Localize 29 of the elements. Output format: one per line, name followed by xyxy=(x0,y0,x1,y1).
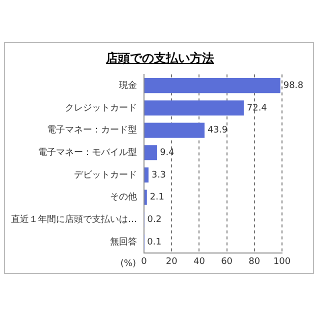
x-tick-label: 20 xyxy=(166,256,178,267)
bar xyxy=(144,145,157,160)
x-tick-label: 100 xyxy=(273,256,291,267)
y-tick-label: 直近１年間に店頭で支払いは… xyxy=(11,214,137,226)
y-tick-label: 電子マネー：カード型 xyxy=(47,124,137,136)
data-label: 43.9 xyxy=(208,126,228,136)
data-label: 9.4 xyxy=(160,148,175,158)
bar xyxy=(144,167,149,183)
data-label: 72.4 xyxy=(246,103,268,114)
y-tick-label: 現金 xyxy=(119,80,137,91)
chart-title: 店頭での支払い方法 xyxy=(105,50,215,67)
bar xyxy=(144,78,280,94)
y-tick-label: 無回答 xyxy=(110,236,137,248)
y-tick-label: クレジットカード xyxy=(65,103,137,114)
data-label: 0.1 xyxy=(147,237,162,248)
x-tick-label: 0 xyxy=(141,256,148,267)
x-axis-title: (%) xyxy=(120,259,136,270)
data-label: 98.8 xyxy=(283,80,304,91)
bar xyxy=(144,100,244,116)
bar xyxy=(144,122,205,138)
data-label: 0.2 xyxy=(147,215,162,226)
x-tick-label: 40 xyxy=(193,256,206,267)
x-tick-label: 60 xyxy=(221,256,233,267)
y-tick-label: デビットカード xyxy=(74,169,137,180)
data-label: 2.1 xyxy=(150,192,164,203)
y-tick-label: 電子マネー：モバイル型 xyxy=(38,146,137,158)
x-tick-label: 80 xyxy=(248,256,260,267)
data-label: 3.3 xyxy=(152,170,166,180)
y-tick-label: その他 xyxy=(110,192,137,203)
